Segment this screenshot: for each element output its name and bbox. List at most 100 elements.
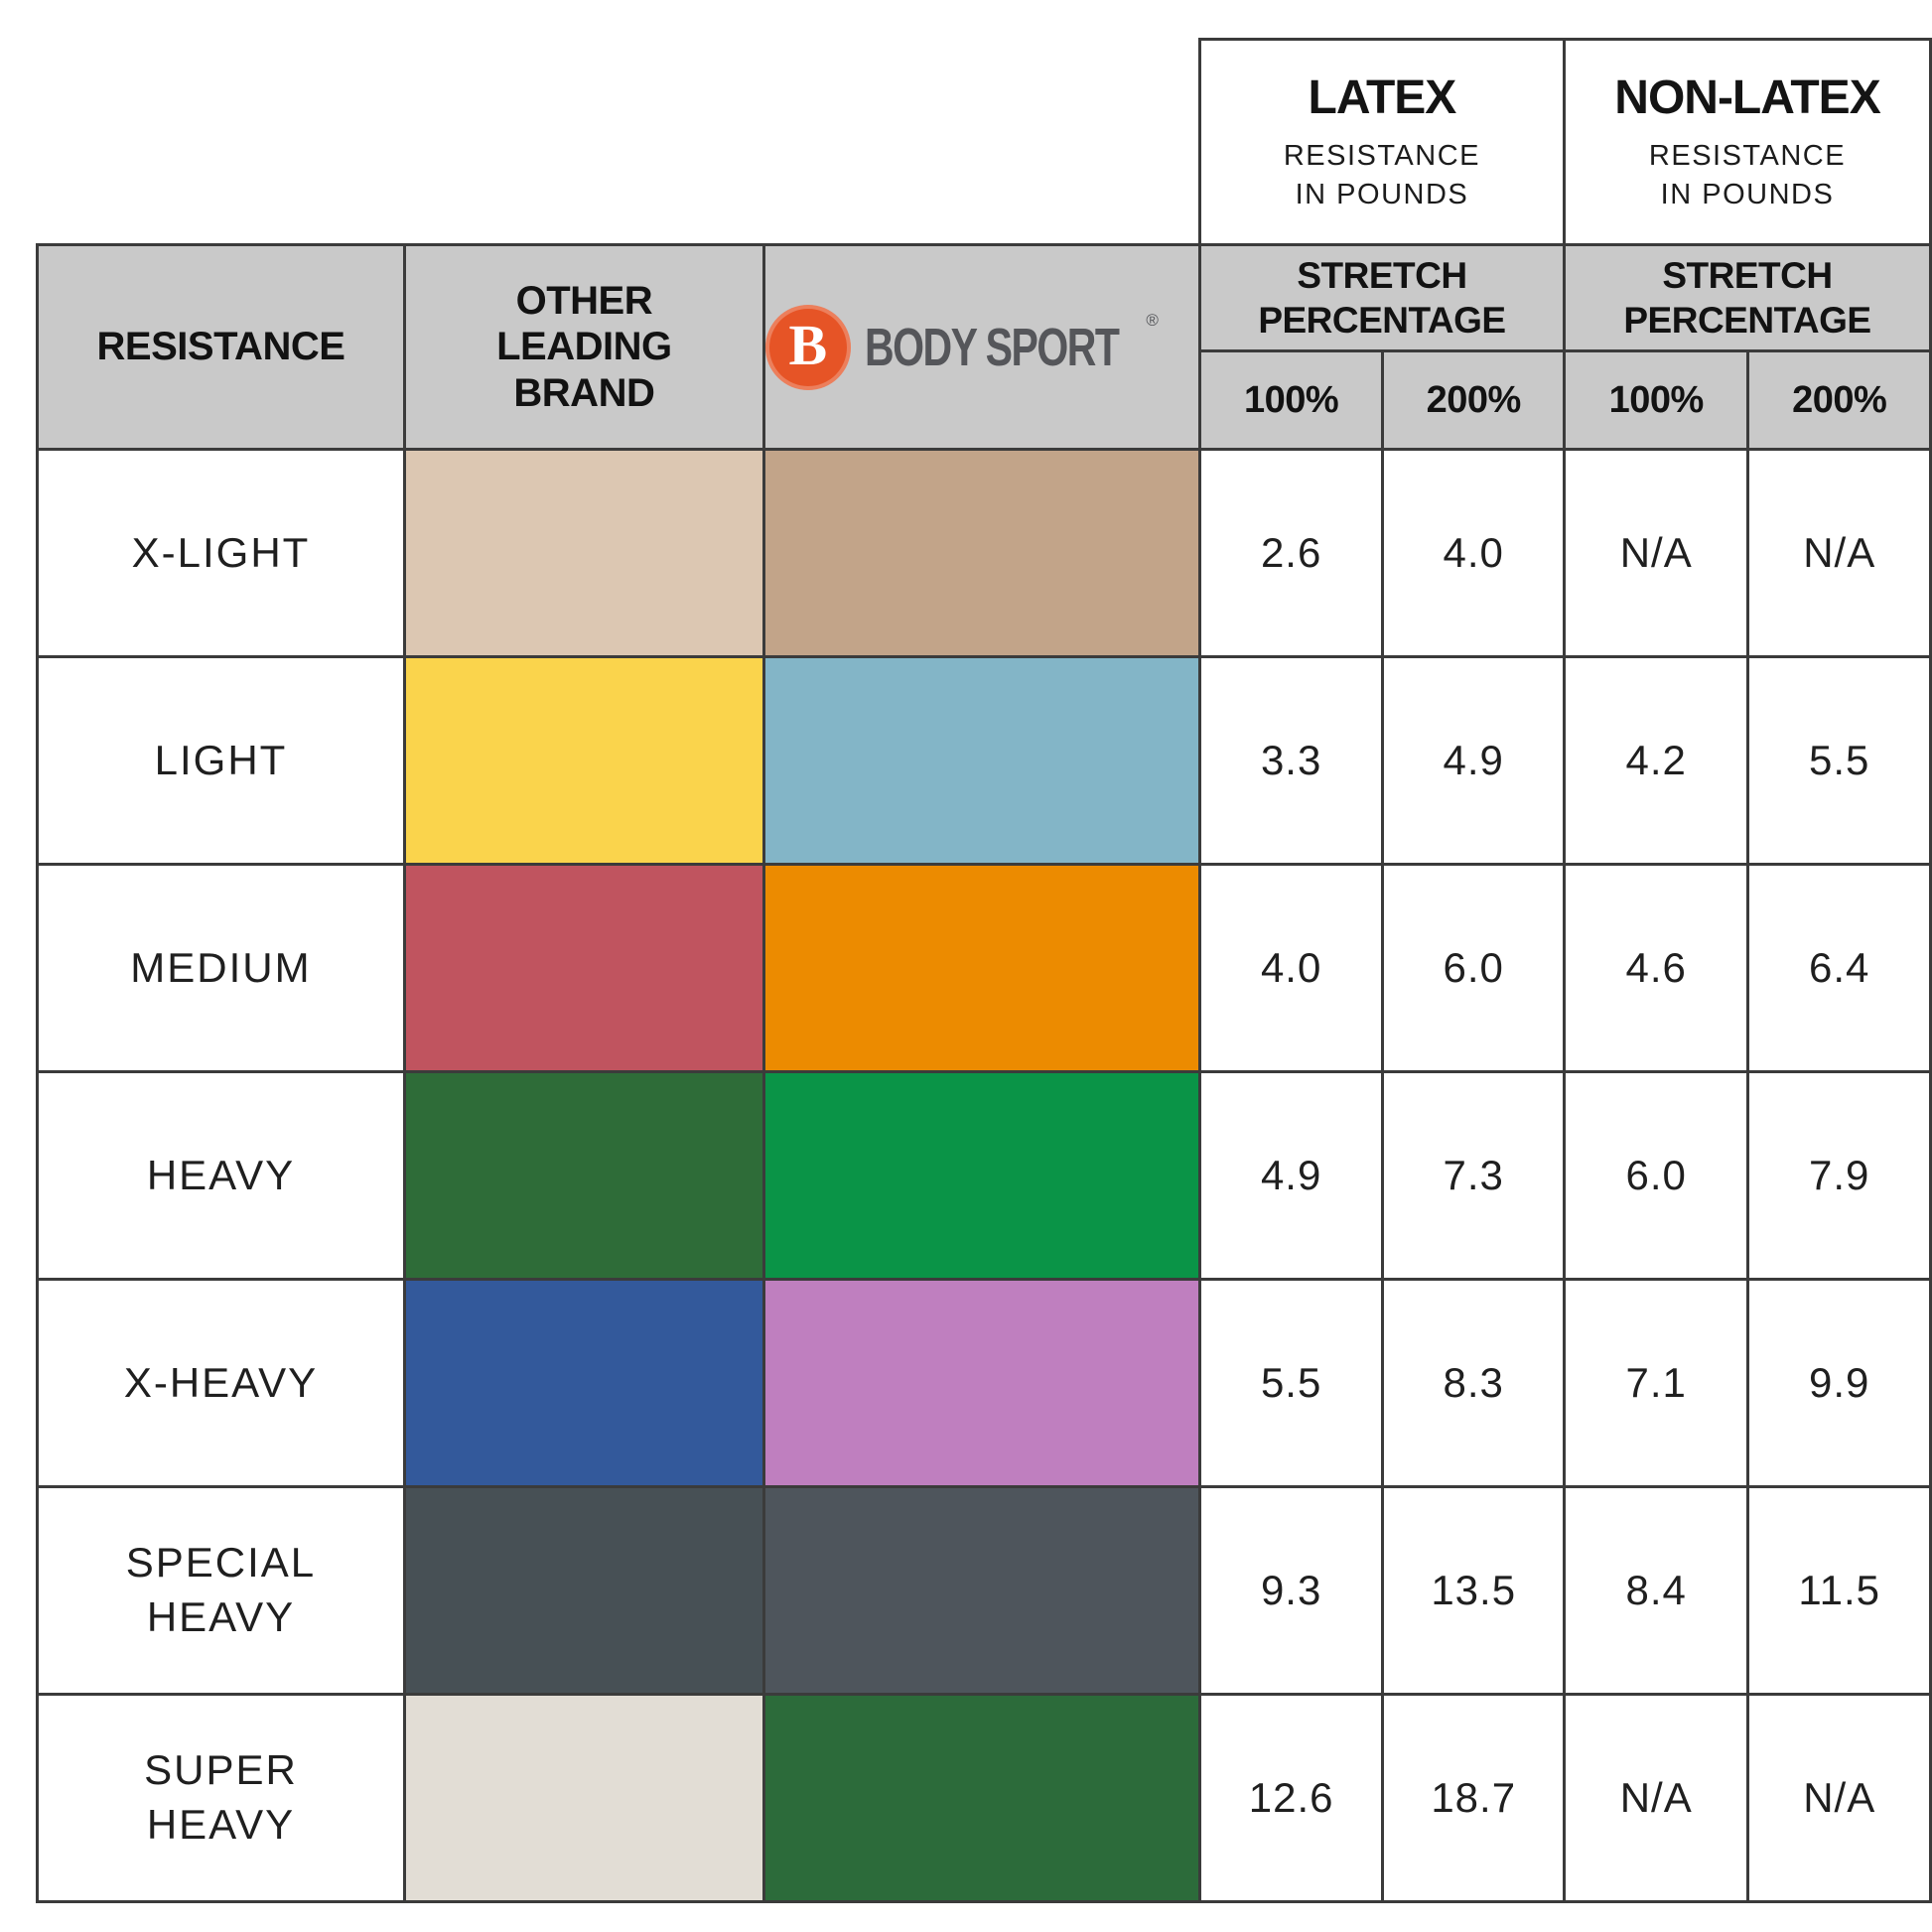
non-latex-200-value-cell: N/A <box>1746 1693 1932 1903</box>
non-latex-200-label: 200% <box>1792 378 1887 421</box>
latex-100-label: 100% <box>1244 378 1339 421</box>
row-label: HEAVY <box>146 1151 296 1198</box>
table-row-super-heavy: SUPER HEAVY 12.6 18.7 N/A N/A <box>36 1693 1932 1903</box>
resistance-label-cell: HEAVY <box>36 1070 406 1281</box>
non-latex-200-value-cell: 9.9 <box>1746 1278 1932 1488</box>
latex-200-value-cell: 6.0 <box>1381 863 1566 1073</box>
non-latex-100-header-cell: 100% <box>1562 349 1750 451</box>
non-latex-subtitle: RESISTANCE IN POUNDS <box>1648 140 1847 210</box>
latex-200-value-cell: 13.5 <box>1381 1485 1566 1696</box>
other-brand-swatch <box>402 1278 765 1488</box>
top-header-row: LATEX RESISTANCE IN POUNDS NON-LATEX RES… <box>37 38 1932 246</box>
row-label: X-LIGHT <box>131 528 311 576</box>
non-latex-100-value: 4.6 <box>1625 944 1687 991</box>
non-latex-200-value: 11.5 <box>1798 1567 1881 1613</box>
non-latex-100-value-cell: 8.4 <box>1562 1485 1750 1696</box>
latex-subtitle: RESISTANCE IN POUNDS <box>1283 140 1481 210</box>
latex-100-value: 5.5 <box>1260 1359 1322 1406</box>
other-brand-header-cell: OTHER LEADING BRAND <box>402 243 765 451</box>
latex-stretch-header-cell: STRETCH PERCENTAGE <box>1197 243 1566 352</box>
other-brand-swatch <box>402 448 765 658</box>
non-latex-100-value-cell: N/A <box>1562 448 1750 658</box>
body-sport-logo-text: BODY SPORT <box>864 317 1120 377</box>
row-label: X-HEAVY <box>123 1358 319 1406</box>
body-sport-swatch <box>761 1278 1201 1488</box>
latex-200-value: 6.0 <box>1443 944 1504 991</box>
latex-200-value: 8.3 <box>1443 1359 1504 1406</box>
non-latex-200-value: N/A <box>1803 529 1876 576</box>
non-latex-100-value: 6.0 <box>1625 1152 1687 1198</box>
latex-200-value-cell: 4.0 <box>1381 448 1566 658</box>
table-row-x-light: X-LIGHT 2.6 4.0 N/A N/A <box>36 448 1932 658</box>
latex-100-value-cell: 9.3 <box>1197 1485 1385 1696</box>
row-label: SUPER HEAVY <box>144 1746 298 1848</box>
registered-trademark-icon: ® <box>1146 310 1159 330</box>
body-sport-swatch <box>761 1693 1201 1903</box>
non-latex-100-value-cell: N/A <box>1562 1693 1750 1903</box>
latex-header-box: LATEX RESISTANCE IN POUNDS <box>1197 38 1566 246</box>
non-latex-200-value-cell: 11.5 <box>1746 1485 1932 1696</box>
body-sport-logo-cell: B BODY SPORT ® <box>761 243 1201 451</box>
latex-200-value: 4.0 <box>1443 529 1504 576</box>
latex-200-label: 200% <box>1426 378 1522 421</box>
other-brand-swatch <box>402 1485 765 1696</box>
body-sport-swatch <box>761 448 1201 658</box>
non-latex-200-value: N/A <box>1803 1774 1876 1821</box>
latex-100-value-cell: 4.0 <box>1197 863 1385 1073</box>
other-brand-swatch <box>402 863 765 1073</box>
resistance-label-cell: SPECIAL HEAVY <box>36 1485 406 1696</box>
column-header-row: RESISTANCE OTHER LEADING BRAND B BODY SP… <box>36 243 1932 451</box>
resistance-label-cell: X-LIGHT <box>36 448 406 658</box>
non-latex-200-value: 7.9 <box>1809 1152 1870 1198</box>
non-latex-200-value-cell: 5.5 <box>1746 655 1932 866</box>
latex-100-value-cell: 5.5 <box>1197 1278 1385 1488</box>
latex-100-value: 2.6 <box>1260 529 1322 576</box>
latex-100-value-cell: 4.9 <box>1197 1070 1385 1281</box>
resistance-header-cell: RESISTANCE <box>36 243 406 451</box>
body-sport-b-icon: B <box>764 304 851 390</box>
latex-200-value: 13.5 <box>1431 1567 1517 1613</box>
other-brand-swatch <box>402 655 765 866</box>
latex-100-value-cell: 12.6 <box>1197 1693 1385 1903</box>
non-latex-100-value-cell: 4.2 <box>1562 655 1750 866</box>
row-label: SPECIAL HEAVY <box>125 1539 317 1640</box>
latex-200-value-cell: 4.9 <box>1381 655 1566 866</box>
non-latex-200-header-cell: 200% <box>1746 349 1932 451</box>
latex-title: LATEX <box>1308 71 1457 125</box>
resistance-label-cell: MEDIUM <box>36 863 406 1073</box>
top-header-spacer <box>37 39 1200 245</box>
resistance-label-cell: LIGHT <box>36 655 406 866</box>
latex-200-value-cell: 8.3 <box>1381 1278 1566 1488</box>
table-row-medium: MEDIUM 4.0 6.0 4.6 6.4 <box>36 863 1932 1073</box>
resistance-header-label: RESISTANCE <box>96 325 345 369</box>
body-sport-logo: B BODY SPORT ® <box>764 304 1198 390</box>
latex-200-value: 18.7 <box>1431 1774 1517 1821</box>
non-latex-100-value-cell: 7.1 <box>1562 1278 1750 1488</box>
body-sport-swatch <box>761 1485 1201 1696</box>
non-latex-100-value-cell: 6.0 <box>1562 1070 1750 1281</box>
non-latex-200-value-cell: N/A <box>1746 448 1932 658</box>
body-sport-swatch <box>761 863 1201 1073</box>
non-latex-100-value: N/A <box>1619 1774 1693 1821</box>
latex-100-value: 12.6 <box>1248 1774 1334 1821</box>
latex-100-value: 9.3 <box>1260 1567 1322 1613</box>
body-sport-swatch <box>761 1070 1201 1281</box>
latex-100-value-cell: 3.3 <box>1197 655 1385 866</box>
non-latex-header-box: NON-LATEX RESISTANCE IN POUNDS <box>1562 38 1932 246</box>
non-latex-stretch-header-cell: STRETCH PERCENTAGE <box>1562 243 1932 352</box>
latex-100-value-cell: 2.6 <box>1197 448 1385 658</box>
resistance-comparison-table: LATEX RESISTANCE IN POUNDS NON-LATEX RES… <box>36 38 1932 1903</box>
other-brand-swatch <box>402 1693 765 1903</box>
non-latex-stretch-label: STRETCH PERCENTAGE <box>1623 254 1871 341</box>
non-latex-200-value-cell: 6.4 <box>1746 863 1932 1073</box>
latex-100-value: 4.9 <box>1260 1152 1322 1198</box>
other-brand-swatch <box>402 1070 765 1281</box>
latex-200-value-cell: 18.7 <box>1381 1693 1566 1903</box>
non-latex-100-value: 8.4 <box>1625 1567 1687 1613</box>
percentage-header-row: 100% 200% 100% 200% <box>38 349 1932 451</box>
row-label: MEDIUM <box>130 943 312 991</box>
non-latex-100-label: 100% <box>1608 378 1705 421</box>
latex-200-value: 7.3 <box>1443 1152 1504 1198</box>
latex-stretch-label: STRETCH PERCENTAGE <box>1258 254 1506 341</box>
